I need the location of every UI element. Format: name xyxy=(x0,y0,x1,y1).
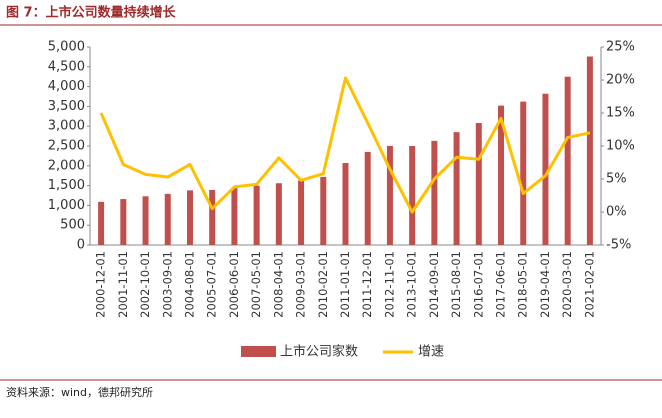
bar xyxy=(231,187,238,245)
x-tick-label: 2004-08-01 xyxy=(182,251,196,318)
x-tick-label: 2005-07-01 xyxy=(205,251,219,318)
x-tick-label: 2006-06-01 xyxy=(227,251,241,318)
x-tick-label: 2018-05-01 xyxy=(516,251,530,318)
y-tick-label: 2,500 xyxy=(48,139,85,154)
y-tick-label: 1,500 xyxy=(48,178,85,193)
x-tick-label: 2012-11-01 xyxy=(382,251,396,318)
x-tick-label: 2001-11-01 xyxy=(116,251,130,318)
bar xyxy=(253,185,260,245)
legend-label: 增速 xyxy=(418,345,444,360)
y-tick-label: 2,000 xyxy=(48,158,85,173)
bar xyxy=(386,146,393,245)
bar xyxy=(542,93,549,245)
x-tick-label: 2009-03-01 xyxy=(294,251,308,318)
x-tick-label: 2015-08-01 xyxy=(449,251,463,318)
x-tick-label: 2003-09-01 xyxy=(160,251,174,318)
bar xyxy=(320,176,327,245)
growth-line xyxy=(99,76,591,214)
bar xyxy=(409,146,416,245)
y2-tick-label: 20% xyxy=(606,73,635,88)
x-tick-label: 2011-12-01 xyxy=(360,251,374,318)
x-tick-label: 2002-10-01 xyxy=(138,251,152,318)
x-tick-label: 2016-07-01 xyxy=(471,251,485,318)
x-tick-label: 2021-02-01 xyxy=(582,251,596,318)
source: 资料来源：wind，德邦研究所 xyxy=(6,385,153,399)
x-tick-label: 2014-09-01 xyxy=(427,251,441,318)
bar xyxy=(564,76,571,245)
y-tick-label: 4,000 xyxy=(48,79,85,94)
y-tick-label: 4,500 xyxy=(48,59,85,74)
x-tick-label: 2019-04-01 xyxy=(538,251,552,318)
x-tick-label: 2020-03-01 xyxy=(560,251,574,318)
bar xyxy=(142,196,149,245)
x-tick-label: 2000-12-01 xyxy=(94,251,108,318)
y-tick-label: 0 xyxy=(77,238,85,253)
x-tick-label: 2011-01-01 xyxy=(338,251,352,318)
y2-tick-label: 15% xyxy=(606,106,635,121)
bar xyxy=(520,101,527,245)
legend-swatch xyxy=(241,346,276,357)
x-tick-label: 2008-04-01 xyxy=(271,251,285,318)
y2-tick-label: 0% xyxy=(606,205,627,220)
y-tick-label: 1,000 xyxy=(48,198,85,213)
bar xyxy=(298,180,305,245)
y-tick-label: 5,000 xyxy=(48,40,85,55)
bar xyxy=(586,56,593,246)
bar xyxy=(164,193,171,245)
bar xyxy=(498,105,505,245)
bar xyxy=(186,190,193,245)
y2-tick-label: 5% xyxy=(606,172,627,187)
x-tick-label: 2010-02-01 xyxy=(316,251,330,318)
bar xyxy=(209,189,216,245)
bar xyxy=(475,123,482,245)
y2-tick-label: 25% xyxy=(606,40,635,55)
x-tick-label: 2017-06-01 xyxy=(494,251,508,318)
y-tick-label: 3,000 xyxy=(48,119,85,134)
bar xyxy=(364,151,371,245)
bar xyxy=(275,183,282,245)
bar xyxy=(120,199,127,245)
x-tick-label: 2013-10-01 xyxy=(405,251,419,318)
bar xyxy=(342,163,349,245)
bar xyxy=(453,132,460,245)
bar xyxy=(431,140,438,245)
y2-tick-label: -5% xyxy=(606,238,631,253)
chart-title: 图 7：上市公司数量持续增长 xyxy=(6,5,177,21)
legend-label: 上市公司家数 xyxy=(280,344,358,360)
x-tick-label: 2007-05-01 xyxy=(249,251,263,318)
y-tick-label: 3,500 xyxy=(48,99,85,114)
bar xyxy=(98,201,105,245)
y-tick-label: 500 xyxy=(60,218,85,233)
y2-tick-label: 10% xyxy=(606,139,635,154)
